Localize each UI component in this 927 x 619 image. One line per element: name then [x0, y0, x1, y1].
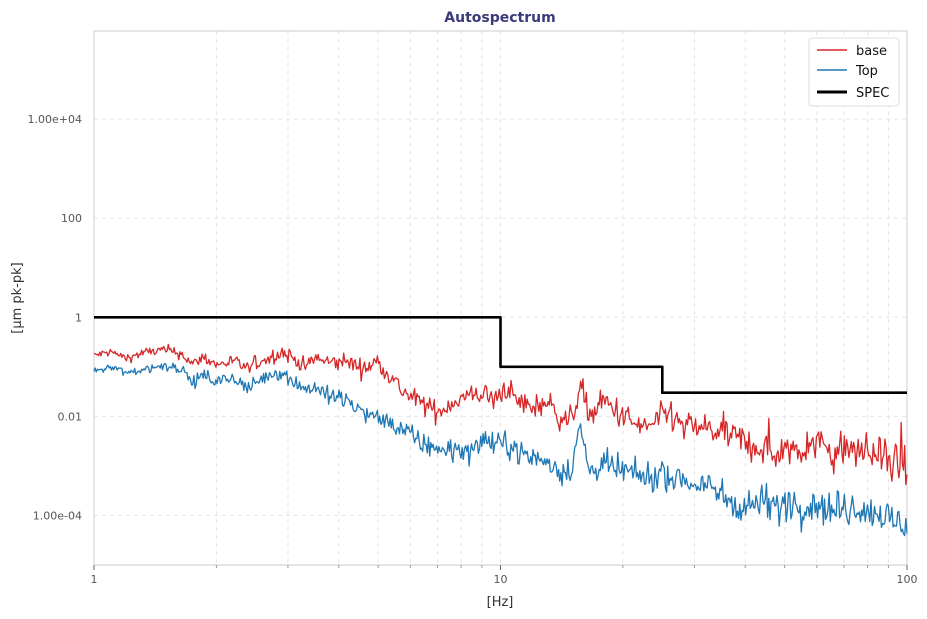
y-axis-label: [µm pk-pk] — [10, 262, 25, 333]
legend-label-spec: SPEC — [856, 86, 889, 101]
series-lines — [93, 316, 908, 537]
series-line-top — [93, 362, 908, 537]
y-tick-label: 1 — [75, 311, 82, 324]
x-axis-label: [Hz] — [487, 595, 514, 610]
y-tick-label: 1.00e-04 — [33, 509, 82, 522]
x-tick-label: 100 — [897, 573, 918, 586]
legend-box — [808, 37, 900, 107]
y-tick-label: 0.01 — [58, 410, 83, 423]
axis-ticks: 1 10 100 1.00e-04 0.01 1 100 1.00e+04 — [28, 113, 918, 586]
y-tick-label: 1.00e+04 — [28, 113, 82, 126]
legend-label-base: base — [856, 44, 887, 59]
chart-title: Autospectrum — [444, 10, 555, 26]
legend: base Top SPEC — [808, 37, 900, 107]
y-tick-label: 100 — [61, 212, 82, 225]
legend-label-top: Top — [855, 64, 878, 79]
x-tick-label: 10 — [494, 573, 508, 586]
series-line-base — [93, 343, 908, 486]
series-line-spec — [94, 316, 907, 394]
x-tick-label: 1 — [91, 573, 98, 586]
